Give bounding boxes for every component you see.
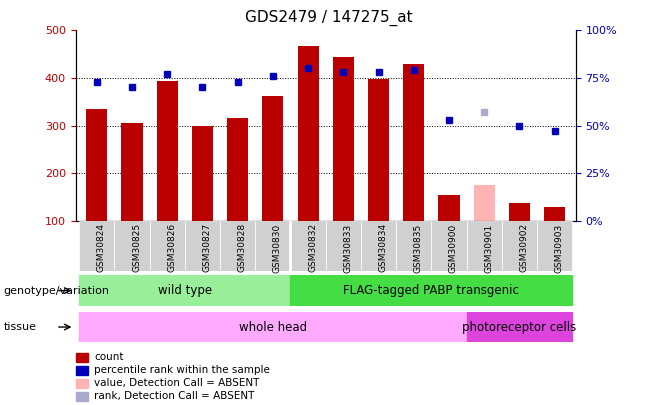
Text: GSM30827: GSM30827 xyxy=(203,223,211,273)
Text: GDS2479 / 147275_at: GDS2479 / 147275_at xyxy=(245,10,413,26)
Text: value, Detection Call = ABSENT: value, Detection Call = ABSENT xyxy=(94,378,259,388)
Bar xyxy=(474,185,495,221)
Bar xyxy=(79,312,467,342)
Bar xyxy=(185,221,220,271)
Bar xyxy=(114,221,149,271)
Text: FLAG-tagged PABP transgenic: FLAG-tagged PABP transgenic xyxy=(343,284,519,297)
Bar xyxy=(122,123,143,221)
Text: count: count xyxy=(94,352,124,362)
Bar xyxy=(333,58,354,221)
Bar xyxy=(290,275,572,306)
Bar xyxy=(227,118,248,221)
Bar xyxy=(263,96,284,221)
Text: GSM30830: GSM30830 xyxy=(273,223,282,273)
Bar xyxy=(297,46,318,221)
Bar xyxy=(432,221,467,271)
Text: genotype/variation: genotype/variation xyxy=(3,286,109,296)
Text: GSM30826: GSM30826 xyxy=(167,223,176,273)
Bar xyxy=(255,221,290,271)
Text: percentile rank within the sample: percentile rank within the sample xyxy=(94,365,270,375)
Bar xyxy=(467,221,502,271)
Text: tissue: tissue xyxy=(3,322,36,332)
Bar xyxy=(502,221,537,271)
Text: GSM30824: GSM30824 xyxy=(97,223,106,272)
Bar xyxy=(396,221,432,271)
Text: GSM30835: GSM30835 xyxy=(414,223,422,273)
Text: whole head: whole head xyxy=(239,320,307,334)
Bar xyxy=(467,312,572,342)
Text: GSM30900: GSM30900 xyxy=(449,223,458,273)
Text: GSM30825: GSM30825 xyxy=(132,223,141,273)
Bar xyxy=(403,64,424,221)
Bar xyxy=(544,207,565,221)
Text: GSM30903: GSM30903 xyxy=(555,223,564,273)
Text: wild type: wild type xyxy=(158,284,212,297)
Text: rank, Detection Call = ABSENT: rank, Detection Call = ABSENT xyxy=(94,391,255,401)
Bar xyxy=(509,203,530,221)
Bar xyxy=(368,79,389,221)
Bar xyxy=(326,221,361,271)
Text: GSM30901: GSM30901 xyxy=(484,223,494,273)
Text: GSM30834: GSM30834 xyxy=(378,223,388,273)
Bar xyxy=(192,126,213,221)
Bar xyxy=(86,109,107,221)
Text: photoreceptor cells: photoreceptor cells xyxy=(463,320,576,334)
Text: GSM30828: GSM30828 xyxy=(238,223,247,273)
Bar xyxy=(537,221,572,271)
Bar xyxy=(157,81,178,221)
Bar xyxy=(79,221,114,271)
Text: GSM30902: GSM30902 xyxy=(519,223,528,273)
Text: GSM30832: GSM30832 xyxy=(308,223,317,273)
Text: GSM30833: GSM30833 xyxy=(343,223,352,273)
Bar xyxy=(149,221,185,271)
Bar xyxy=(220,221,255,271)
Bar xyxy=(290,221,326,271)
Bar xyxy=(361,221,396,271)
Bar xyxy=(438,194,459,221)
Bar xyxy=(79,275,290,306)
